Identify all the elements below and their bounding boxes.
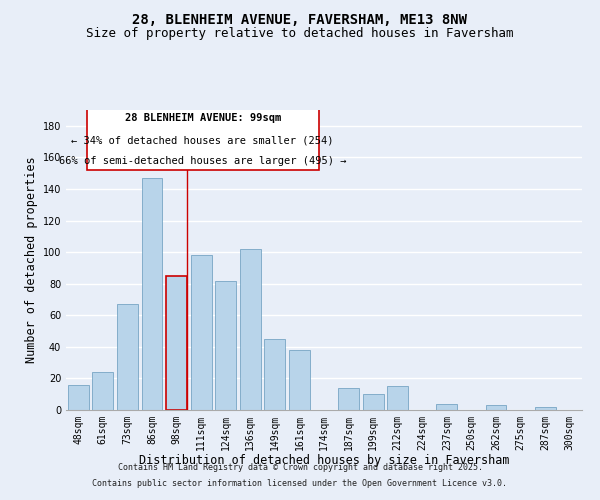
Bar — [289, 350, 310, 410]
Bar — [92, 372, 113, 410]
FancyBboxPatch shape — [86, 104, 319, 170]
Text: Contains HM Land Registry data © Crown copyright and database right 2025.: Contains HM Land Registry data © Crown c… — [118, 464, 482, 472]
Bar — [166, 276, 187, 410]
Y-axis label: Number of detached properties: Number of detached properties — [25, 156, 38, 364]
Bar — [387, 386, 408, 410]
Bar — [535, 407, 556, 410]
Bar — [68, 384, 89, 410]
Bar — [485, 406, 506, 410]
X-axis label: Distribution of detached houses by size in Faversham: Distribution of detached houses by size … — [139, 454, 509, 468]
Bar — [362, 394, 383, 410]
Bar — [117, 304, 138, 410]
Text: ← 34% of detached houses are smaller (254): ← 34% of detached houses are smaller (25… — [71, 136, 334, 145]
Bar — [265, 339, 286, 410]
Bar — [142, 178, 163, 410]
Text: 28, BLENHEIM AVENUE, FAVERSHAM, ME13 8NW: 28, BLENHEIM AVENUE, FAVERSHAM, ME13 8NW — [133, 12, 467, 26]
Text: Size of property relative to detached houses in Faversham: Size of property relative to detached ho… — [86, 28, 514, 40]
Bar — [191, 256, 212, 410]
Bar — [240, 249, 261, 410]
Text: 66% of semi-detached houses are larger (495) →: 66% of semi-detached houses are larger (… — [59, 156, 346, 166]
Bar — [436, 404, 457, 410]
Bar — [338, 388, 359, 410]
Bar — [215, 280, 236, 410]
Text: 28 BLENHEIM AVENUE: 99sqm: 28 BLENHEIM AVENUE: 99sqm — [125, 113, 281, 123]
Text: Contains public sector information licensed under the Open Government Licence v3: Contains public sector information licen… — [92, 478, 508, 488]
